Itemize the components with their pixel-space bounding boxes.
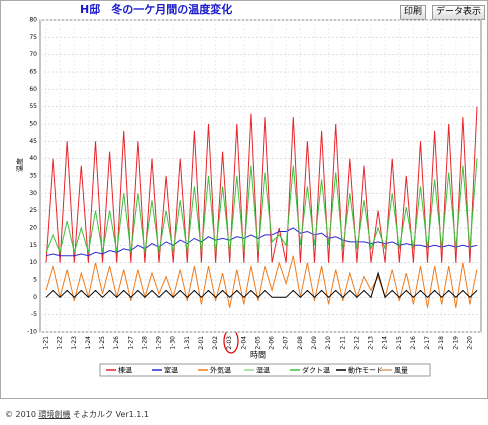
- y-tick-label: 20: [29, 225, 37, 232]
- y-tick-label: 45: [29, 138, 37, 145]
- x-tick-label: 1-24: [85, 336, 92, 350]
- y-tick-label: 50: [29, 121, 37, 128]
- x-tick-label: 2-11: [339, 336, 346, 350]
- y-tick-label: 40: [29, 155, 37, 162]
- chart-title: H邸 冬の一ケ月間の温度変化: [80, 2, 232, 16]
- x-tick-label: 1-31: [184, 336, 191, 350]
- footer-suffix: そよカルク Ver1.1.1: [73, 410, 149, 419]
- footer: © 2010 環境創機 そよカルク Ver1.1.1: [5, 409, 149, 420]
- x-tick-label: 2-01: [198, 336, 205, 350]
- x-tick-label: 1-27: [127, 336, 134, 350]
- y-tick-label: 35: [29, 173, 37, 180]
- y-tick-label: 70: [29, 51, 37, 58]
- y-tick-label: -5: [31, 311, 37, 318]
- x-tick-label: 2-04: [240, 336, 247, 350]
- y-tick-label: 10: [29, 259, 37, 266]
- x-tick-label: 2-05: [254, 336, 261, 350]
- x-tick-label: 1-22: [57, 336, 64, 350]
- legend-label: 棟温: [118, 366, 132, 375]
- legend-label: ダクト温: [302, 366, 330, 375]
- y-tick-label: 30: [29, 190, 37, 197]
- x-tick-label: 2-19: [452, 336, 459, 350]
- x-tick-label: 2-20: [466, 336, 473, 350]
- chart: H邸 冬の一ケ月間の温度変化 時間 温度 -10 -5 0 5 10 15 20 25 30 35…: [15, 2, 482, 377]
- x-axis-label: 時間: [250, 351, 266, 360]
- y-axis-label: 温度: [15, 158, 24, 172]
- legend-label: 室温: [164, 366, 178, 375]
- x-tick-label: 2-13: [368, 336, 375, 350]
- x-tick-label: 1-21: [43, 336, 50, 350]
- x-tick-label: 2-03: [226, 336, 233, 350]
- x-tick-label: 2-10: [325, 336, 332, 350]
- y-tick-label: 75: [29, 34, 37, 41]
- series-line: [45, 271, 478, 299]
- x-tick-label: 2-02: [212, 336, 219, 350]
- x-tick-label: 1-30: [170, 336, 177, 350]
- footer-prefix: © 2010: [5, 410, 36, 419]
- x-tick-label: 2-09: [311, 336, 318, 350]
- x-tick-label: 2-16: [410, 336, 417, 350]
- x-tick-label: 2-18: [438, 336, 445, 350]
- x-tick-label: 1-29: [156, 336, 163, 350]
- legend-label: 湿温: [256, 366, 270, 375]
- x-tick-label: 1-28: [141, 336, 148, 350]
- y-tick-label: 65: [29, 69, 37, 76]
- y-tick-label: 15: [29, 242, 37, 249]
- series-line: [45, 227, 478, 257]
- y-tick-label: 25: [29, 207, 37, 214]
- y-tick-label: 55: [29, 103, 37, 110]
- legend-label: 風量: [394, 367, 408, 375]
- series-line: [45, 255, 478, 308]
- x-tick-label: 1-25: [99, 336, 106, 350]
- legend-label: 動作モード: [348, 366, 383, 375]
- legend-box: [99, 363, 431, 377]
- y-tick-label: 80: [29, 17, 37, 24]
- x-tick-label: 1-23: [71, 336, 78, 350]
- legend-label: 外気温: [210, 366, 231, 375]
- y-tick-label: 60: [29, 86, 37, 93]
- x-tick-label: 2-07: [283, 336, 290, 350]
- y-tick-label: 0: [33, 294, 37, 301]
- x-tick-label: 2-08: [297, 336, 304, 350]
- y-tick-label: -10: [27, 329, 37, 336]
- x-tick-label: 2-17: [424, 336, 431, 350]
- series-line: [45, 158, 478, 254]
- y-tick-label: 5: [33, 277, 37, 284]
- x-tick-label: 2-14: [382, 336, 389, 350]
- footer-link[interactable]: 環境創機: [38, 410, 71, 419]
- x-tick-label: 1-26: [113, 336, 120, 350]
- x-tick-label: 2-12: [353, 336, 360, 350]
- x-tick-label: 2-15: [396, 336, 403, 350]
- x-tick-label: 2-06: [269, 336, 276, 350]
